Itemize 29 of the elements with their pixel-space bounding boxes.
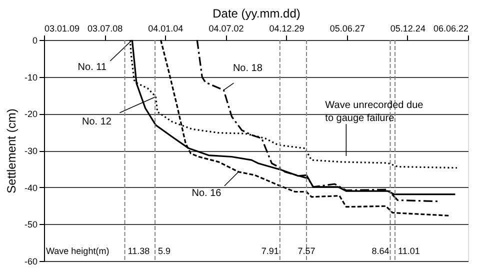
y-tick-label: -10 xyxy=(24,72,38,82)
ref-line-label: 7.91 xyxy=(261,246,279,256)
ref-line-label: 8.64 xyxy=(372,246,390,256)
ref-line-label: 7.57 xyxy=(298,246,316,256)
y-tick-label: 0 xyxy=(32,36,38,46)
text: No. 12 xyxy=(82,116,112,128)
y-tick-label: -20 xyxy=(24,109,38,120)
series-label: No. 18 xyxy=(232,63,263,74)
x-tick-label: 05.06.27 xyxy=(330,24,365,34)
x-tick-label: 05.12.24 xyxy=(390,24,426,34)
x-tick-label: 04.01.04 xyxy=(148,24,184,34)
x-tick-label: 06.06.22 xyxy=(433,24,468,34)
x-tick-label: 04.07.02 xyxy=(208,24,244,34)
x-tick-label: 04.12.29 xyxy=(269,24,304,34)
y-tick-label: -60 xyxy=(24,256,38,266)
ref-line-label: 11.01 xyxy=(398,246,420,256)
x-axis-title: Date (yy.mm.dd) xyxy=(212,6,300,20)
text: No. 16 xyxy=(192,188,222,199)
annotation: Wave height(m) xyxy=(46,246,110,256)
x-tick-label: 03.01.09 xyxy=(44,24,80,34)
y-tick-label: -40 xyxy=(24,182,38,193)
y-axis-title: Settlement (cm) xyxy=(4,108,18,194)
y-tick-label: -30 xyxy=(24,146,38,156)
ref-line-label: 5.9 xyxy=(158,246,171,256)
x-tick-label: 03.07.08 xyxy=(88,24,123,34)
text: No. 11 xyxy=(78,62,107,73)
y-tick-label: -50 xyxy=(24,220,38,230)
annotation: Wave unrecorded due to gauge failure xyxy=(325,100,424,124)
ref-line-label: 11.38 xyxy=(128,246,150,256)
